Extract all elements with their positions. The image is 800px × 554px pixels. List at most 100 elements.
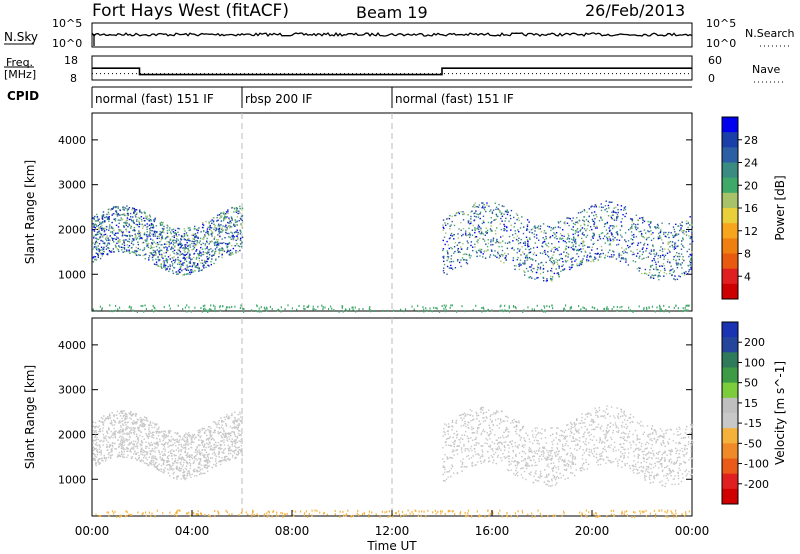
echo-cell bbox=[683, 271, 685, 274]
colorbar-swatch bbox=[722, 397, 738, 414]
echo-cell bbox=[645, 232, 647, 234]
echo-cell bbox=[458, 261, 461, 264]
echo-cell bbox=[228, 458, 231, 461]
echo-cell bbox=[600, 256, 602, 258]
echo-cell bbox=[173, 252, 175, 255]
echo-cell bbox=[676, 278, 679, 281]
ground-scatter-cell bbox=[687, 304, 689, 307]
echo-cell bbox=[159, 230, 161, 233]
echo-cell bbox=[231, 219, 233, 221]
echo-cell bbox=[170, 440, 172, 443]
echo-cell bbox=[109, 457, 112, 460]
echo-cell bbox=[118, 431, 120, 434]
ground-scatter-cell bbox=[162, 310, 164, 313]
echo-cell bbox=[544, 251, 546, 253]
echo-cell bbox=[176, 466, 178, 469]
echo-cell bbox=[226, 455, 228, 458]
echo-cell bbox=[480, 227, 482, 229]
echo-cell bbox=[513, 216, 515, 219]
echo-cell bbox=[151, 242, 153, 244]
echo-cell bbox=[686, 250, 688, 253]
echo-cell bbox=[186, 472, 189, 475]
echo-cell bbox=[185, 253, 188, 256]
echo-cell bbox=[189, 273, 191, 275]
echo-cell bbox=[650, 437, 652, 440]
echo-cell bbox=[657, 257, 659, 260]
echo-cell bbox=[468, 253, 471, 256]
echo-cell bbox=[464, 232, 467, 234]
echo-cell bbox=[680, 463, 682, 465]
echo-cell bbox=[555, 437, 557, 439]
echo-cell bbox=[663, 475, 665, 477]
echo-cell bbox=[659, 265, 661, 267]
echo-cell bbox=[161, 227, 164, 230]
ground-scatter-cell bbox=[140, 304, 142, 307]
echo-cell bbox=[228, 438, 231, 440]
echo-cell bbox=[522, 242, 525, 244]
echo-cell bbox=[218, 217, 221, 220]
echo-cell bbox=[473, 418, 475, 421]
echo-cell bbox=[108, 250, 111, 252]
echo-cell bbox=[646, 441, 648, 444]
colorbar-swatch bbox=[722, 117, 738, 133]
echo-cell bbox=[241, 454, 244, 457]
echo-cell bbox=[517, 229, 519, 231]
echo-cell bbox=[189, 265, 191, 267]
echo-cell bbox=[208, 234, 210, 237]
echo-cell bbox=[159, 453, 161, 455]
ground-scatter-cell bbox=[284, 308, 286, 311]
echo-cell bbox=[95, 241, 97, 243]
echo-cell bbox=[169, 265, 171, 268]
echo-cell bbox=[135, 223, 137, 226]
echo-cell bbox=[623, 419, 626, 421]
echo-cell bbox=[200, 252, 202, 254]
echo-cell bbox=[571, 261, 573, 264]
echo-cell bbox=[142, 418, 145, 421]
echo-cell bbox=[238, 430, 240, 432]
echo-cell bbox=[646, 458, 649, 460]
echo-cell bbox=[208, 460, 211, 462]
echo-cell bbox=[463, 258, 466, 261]
echo-cell bbox=[534, 230, 536, 232]
echo-cell bbox=[203, 449, 206, 451]
echo-cell bbox=[215, 227, 217, 229]
echo-cell bbox=[235, 210, 237, 212]
echo-cell bbox=[496, 227, 498, 229]
echo-cell bbox=[137, 216, 139, 219]
echo-cell bbox=[654, 255, 656, 258]
echo-cell bbox=[138, 230, 140, 232]
echo-cell bbox=[585, 229, 587, 232]
y-tick-label: 3000 bbox=[58, 384, 86, 397]
echo-cell bbox=[126, 427, 128, 430]
echo-cell bbox=[481, 202, 483, 204]
echo-cell bbox=[150, 226, 152, 229]
echo-cell bbox=[103, 415, 105, 417]
echo-cell bbox=[136, 418, 139, 420]
echo-cell bbox=[97, 459, 99, 461]
echo-cell bbox=[638, 270, 640, 272]
echo-cell bbox=[630, 231, 633, 233]
echo-cell bbox=[238, 245, 241, 248]
echo-cell bbox=[96, 216, 99, 218]
ground-scatter-cell bbox=[352, 306, 354, 309]
echo-cell bbox=[239, 233, 242, 235]
echo-cell bbox=[135, 249, 138, 252]
echo-cell bbox=[444, 243, 446, 246]
echo-cell bbox=[462, 213, 464, 216]
echo-cell bbox=[501, 240, 504, 242]
echo-cell bbox=[167, 472, 170, 474]
echo-cell bbox=[145, 418, 148, 420]
echo-cell bbox=[102, 235, 104, 238]
echo-cell bbox=[155, 245, 158, 248]
echo-cell bbox=[572, 226, 574, 228]
echo-cell bbox=[224, 432, 227, 435]
ground-scatter-cell bbox=[123, 309, 125, 312]
echo-cell bbox=[158, 251, 160, 253]
echo-cell bbox=[238, 440, 241, 442]
echo-cell bbox=[111, 424, 114, 427]
echo-cell bbox=[499, 211, 501, 213]
echo-cell bbox=[462, 243, 464, 245]
echo-cell bbox=[197, 430, 199, 432]
echo-cell bbox=[143, 425, 146, 427]
